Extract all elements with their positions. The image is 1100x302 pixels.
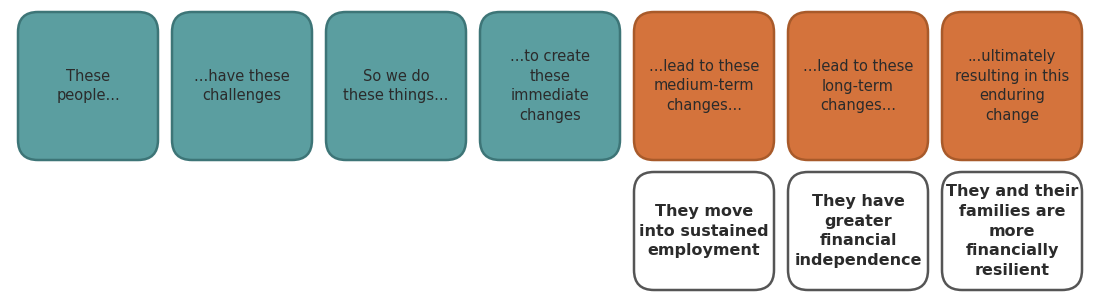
- FancyBboxPatch shape: [18, 12, 158, 160]
- FancyBboxPatch shape: [788, 12, 928, 160]
- Text: These
people...: These people...: [56, 69, 120, 103]
- Text: They have
greater
financial
independence: They have greater financial independence: [794, 194, 922, 268]
- Text: ...have these
challenges: ...have these challenges: [194, 69, 290, 103]
- Text: ...lead to these
medium-term
changes...: ...lead to these medium-term changes...: [649, 59, 759, 113]
- FancyBboxPatch shape: [172, 12, 312, 160]
- FancyBboxPatch shape: [634, 172, 774, 290]
- Text: So we do
these things...: So we do these things...: [343, 69, 449, 103]
- FancyBboxPatch shape: [480, 12, 620, 160]
- FancyBboxPatch shape: [942, 172, 1082, 290]
- FancyBboxPatch shape: [326, 12, 466, 160]
- Text: They and their
families are
more
financially
resilient: They and their families are more financi…: [946, 184, 1078, 278]
- Text: ...ultimately
resulting in this
enduring
change: ...ultimately resulting in this enduring…: [955, 49, 1069, 123]
- FancyBboxPatch shape: [788, 172, 928, 290]
- Text: ...to create
these
immediate
changes: ...to create these immediate changes: [510, 49, 590, 123]
- FancyBboxPatch shape: [942, 12, 1082, 160]
- Text: They move
into sustained
employment: They move into sustained employment: [639, 204, 769, 258]
- Text: ...lead to these
long-term
changes...: ...lead to these long-term changes...: [803, 59, 913, 113]
- FancyBboxPatch shape: [634, 12, 774, 160]
